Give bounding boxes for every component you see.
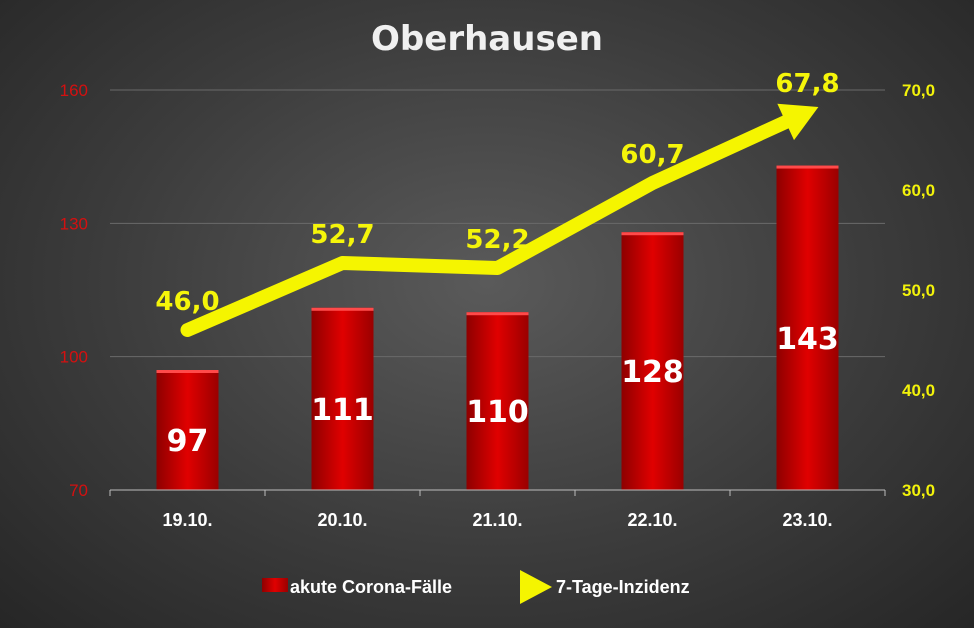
left-axis: 70 100 130 160	[60, 81, 88, 500]
line-point	[496, 267, 499, 269]
line-series: 46,0 52,7 52,2 60,7 67,8	[155, 69, 840, 337]
legend-swatch-bar	[262, 578, 288, 592]
x-tick-label: 20.10.	[317, 510, 367, 530]
bar-value-label: 143	[776, 322, 839, 357]
right-tick-label: 40,0	[902, 381, 935, 400]
line-value-label: 67,8	[775, 69, 839, 99]
bar-value-label: 128	[621, 355, 684, 390]
bar	[156, 370, 219, 490]
bar	[466, 312, 529, 490]
right-tick-label: 30,0	[902, 481, 935, 500]
x-tick-label: 19.10.	[162, 510, 212, 530]
left-tick-label: 100	[60, 348, 88, 367]
bar-highlight	[621, 232, 684, 236]
bar-highlight	[156, 370, 219, 373]
line-value-label: 46,0	[155, 287, 219, 317]
bar-highlight	[466, 312, 529, 316]
bar-value-label: 110	[466, 395, 529, 430]
bar-value-label: 97	[167, 424, 209, 459]
bar-value-label: 111	[311, 393, 374, 428]
right-tick-label: 50,0	[902, 281, 935, 300]
left-tick-label: 70	[69, 481, 88, 500]
right-axis: 30,0 40,0 50,0 60,0 70,0	[902, 81, 935, 500]
line-point	[651, 182, 654, 184]
line-point	[341, 262, 344, 264]
bar	[621, 232, 684, 490]
bar	[311, 307, 374, 490]
left-tick-label: 130	[60, 214, 88, 233]
bar-highlight	[311, 307, 374, 311]
right-tick-label: 70,0	[902, 81, 935, 100]
line-point	[806, 111, 809, 113]
legend-label-line: 7-Tage-Inzidenz	[556, 577, 690, 597]
left-tick-label: 160	[60, 81, 88, 100]
legend: akute Corona-Fälle 7-Tage-Inzidenz	[262, 570, 690, 604]
line-value-label: 60,7	[620, 140, 684, 170]
chart-title: Oberhausen	[371, 19, 603, 59]
incidence-arrow-head	[777, 103, 819, 141]
x-tick-label: 23.10.	[782, 510, 832, 530]
line-value-label: 52,7	[310, 220, 374, 250]
bar	[776, 165, 839, 491]
line-value-label: 52,2	[465, 225, 529, 255]
x-tick-label: 22.10.	[627, 510, 677, 530]
bar-series: 97 111 110 128 143	[156, 165, 839, 491]
line-point	[186, 329, 189, 331]
legend-label-bar: akute Corona-Fälle	[290, 577, 452, 597]
right-tick-label: 60,0	[902, 181, 935, 200]
x-tick-label: 21.10.	[472, 510, 522, 530]
bar-highlight	[776, 165, 839, 169]
legend-swatch-line	[520, 570, 552, 604]
x-axis: 19.10. 20.10. 21.10. 22.10. 23.10.	[109, 490, 886, 530]
